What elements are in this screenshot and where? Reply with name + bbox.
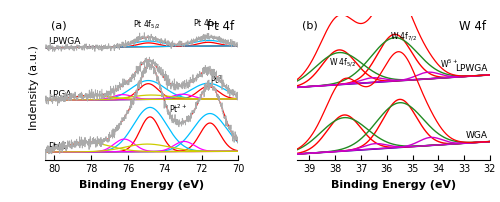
X-axis label: Binding Energy (eV): Binding Energy (eV) — [79, 180, 204, 190]
Text: W 4f$_{7/2}$: W 4f$_{7/2}$ — [390, 31, 417, 43]
Text: (b): (b) — [302, 20, 318, 31]
Text: LPWGA: LPWGA — [455, 64, 488, 73]
Text: LPGA: LPGA — [48, 90, 72, 99]
Text: WGA: WGA — [466, 130, 487, 140]
Text: (a): (a) — [51, 20, 66, 31]
Text: Pt 4f: Pt 4f — [208, 20, 234, 34]
Text: Pt$^{0}$: Pt$^{0}$ — [210, 73, 223, 85]
Text: W 4f: W 4f — [459, 20, 486, 34]
Text: W 4f$_{5/2}$: W 4f$_{5/2}$ — [329, 56, 356, 69]
Text: Pt/C: Pt/C — [48, 142, 66, 151]
Text: W$^{5+}$: W$^{5+}$ — [440, 57, 458, 70]
Text: Pt 4f$_{7/2}$: Pt 4f$_{7/2}$ — [194, 18, 221, 30]
X-axis label: Binding Energy (eV): Binding Energy (eV) — [330, 180, 456, 190]
Text: LPWGA: LPWGA — [48, 38, 80, 46]
Y-axis label: Indensity (a.u.): Indensity (a.u.) — [30, 45, 40, 130]
Text: Pt$^{2+}$: Pt$^{2+}$ — [168, 103, 186, 115]
Text: Pt 4f$_{5/2}$: Pt 4f$_{5/2}$ — [132, 18, 160, 31]
